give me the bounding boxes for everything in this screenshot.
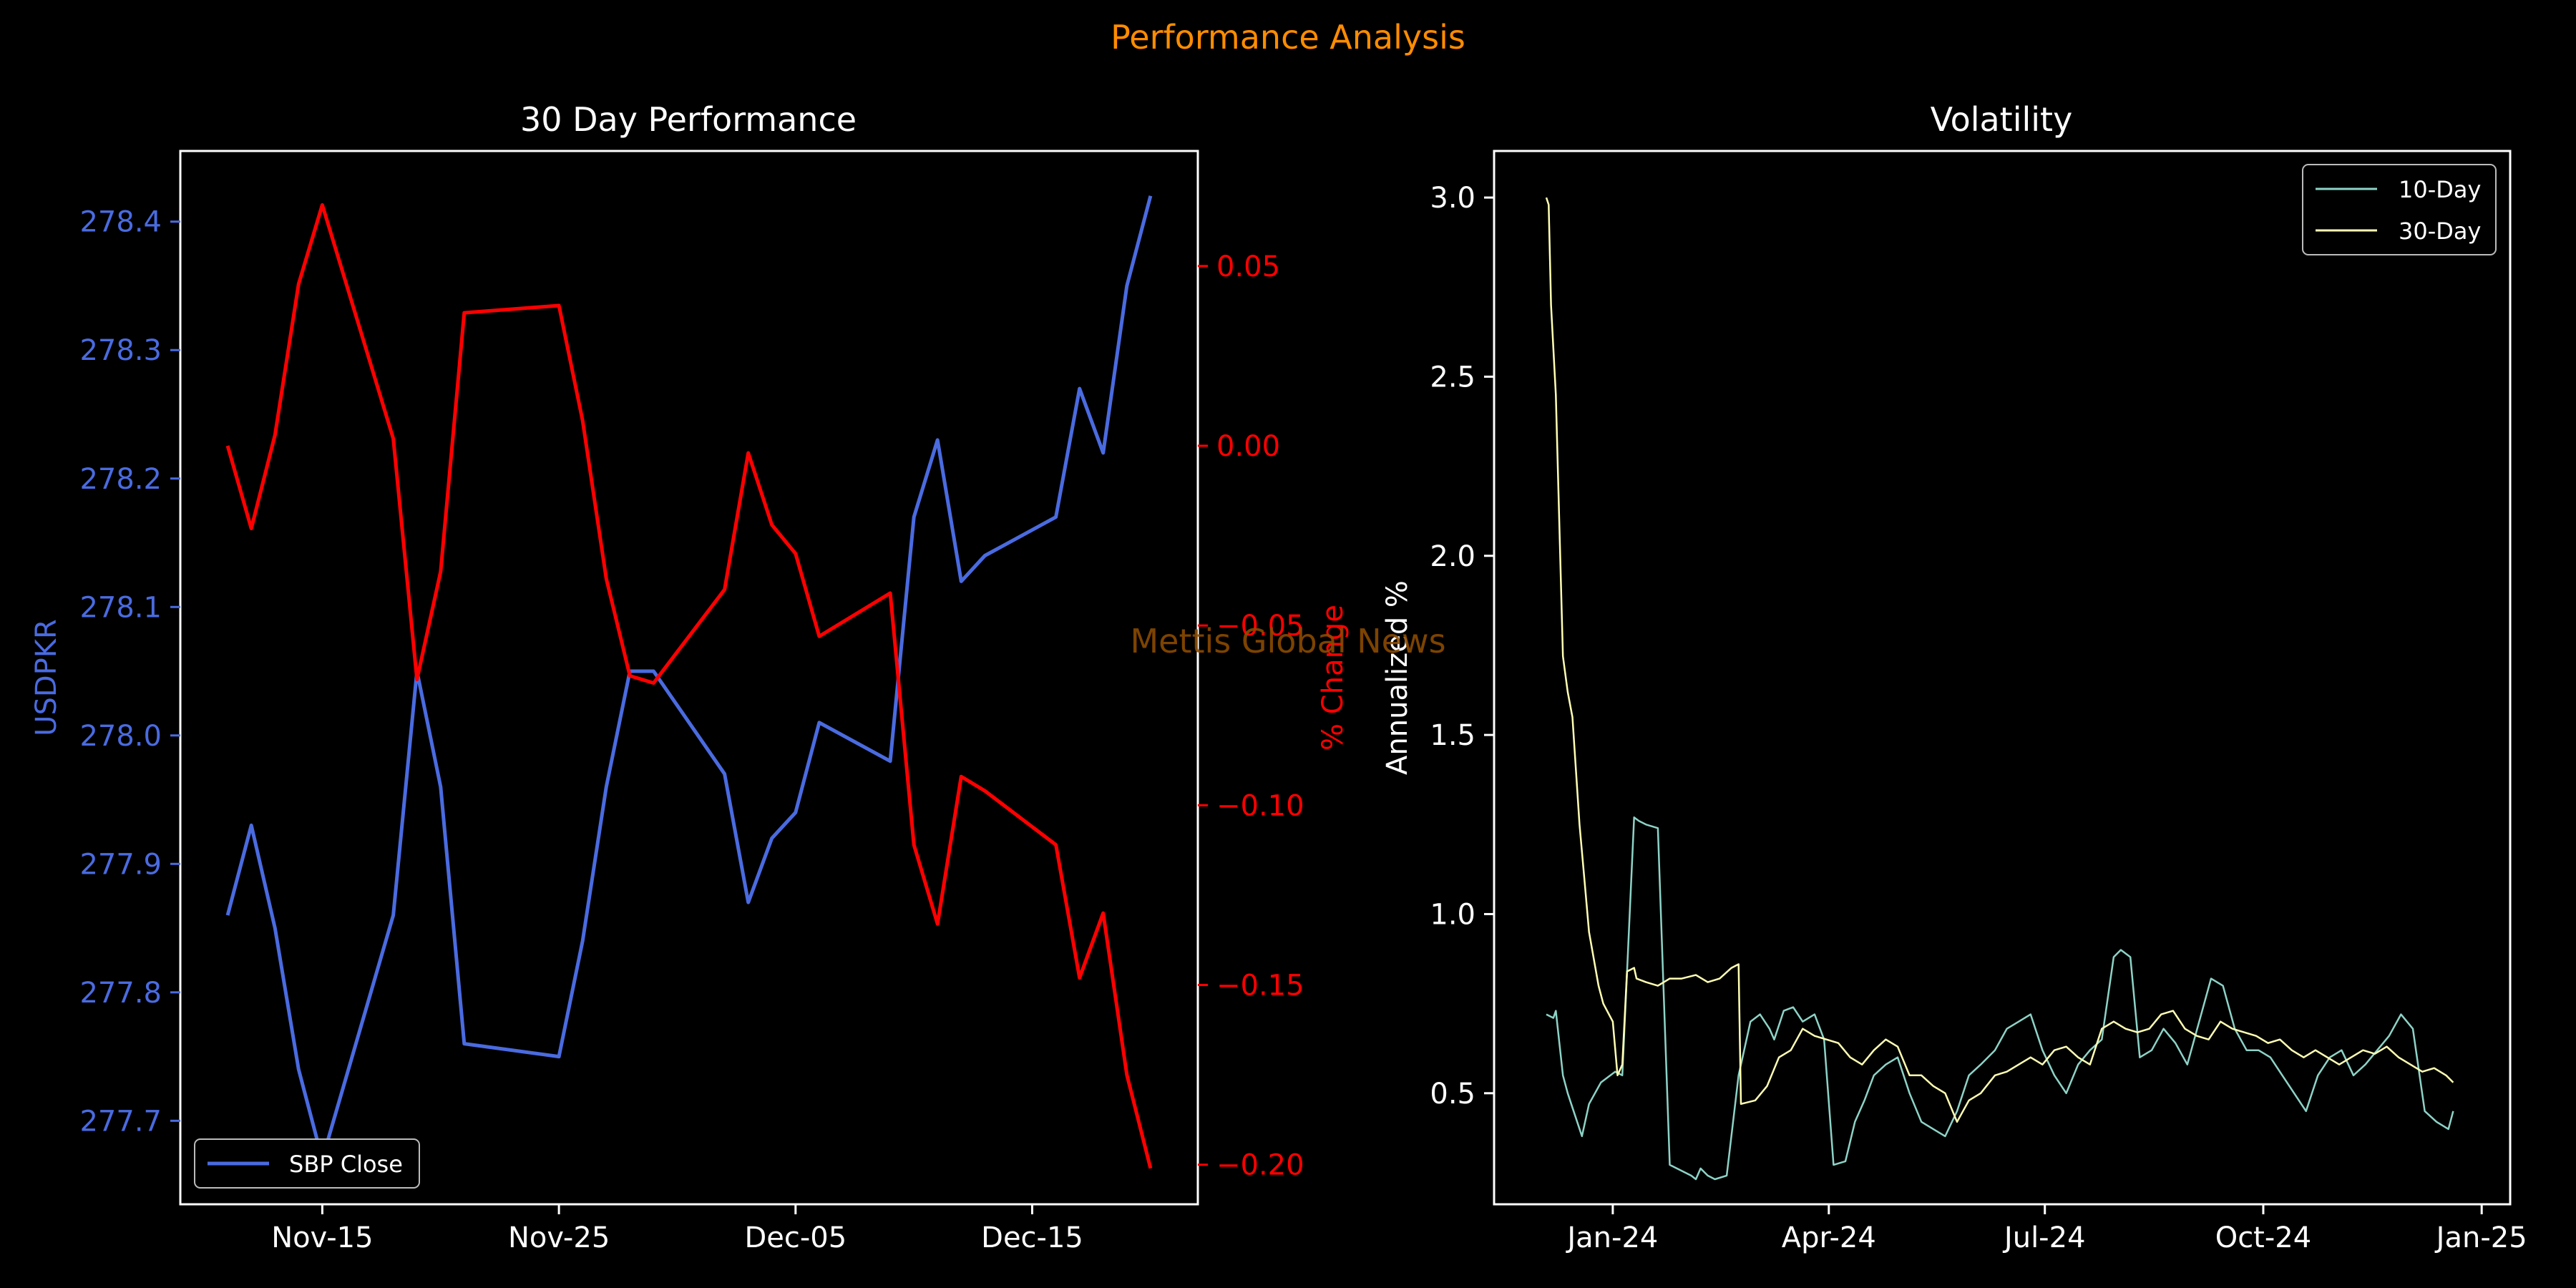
- x-tick-label: Jan-25: [2434, 1221, 2527, 1254]
- left-tick-label: 278.4: [79, 206, 162, 239]
- performance-legend-label: SBP Close: [289, 1151, 403, 1178]
- y-tick-label: 1.5: [1430, 719, 1475, 752]
- performance-left-axis-label: USDPKR: [30, 619, 63, 736]
- x-tick-label: Oct-24: [2215, 1221, 2312, 1254]
- volatility-y-axis-label: Annualized %: [1381, 580, 1414, 775]
- performance-chart: 30 Day Performance Nov-15 Nov-25 Dec-05 Dec…: [30, 100, 1350, 1254]
- y-tick-label: 2.0: [1430, 540, 1475, 573]
- left-tick-label: 278.1: [79, 591, 162, 624]
- figure-suptitle: Performance Analysis: [1111, 18, 1465, 57]
- performance-x-axis: Nov-15 Nov-25 Dec-05 Dec-15: [271, 1204, 1083, 1254]
- watermark: Mettis Global News: [1130, 622, 1445, 660]
- y-tick-label: 1.0: [1430, 898, 1475, 931]
- volatility-lines: [1545, 197, 2454, 1181]
- performance-left-axis: 277.7 277.8 277.9 278.0 278.1 278.2 278.3 278.4: [79, 206, 180, 1138]
- right-tick-label: −0.10: [1216, 789, 1304, 822]
- volatility-legend-label-30day: 30-Day: [2399, 218, 2481, 245]
- performance-legend: SBP Close: [194, 1138, 420, 1189]
- volatility-chart-title: Volatility: [1931, 100, 2073, 139]
- performance-chart-title: 30 Day Performance: [520, 100, 857, 139]
- left-tick-label: 278.2: [79, 463, 162, 496]
- left-tick-label: 278.0: [79, 720, 162, 753]
- x-tick-label: Jul-24: [2002, 1221, 2086, 1254]
- volatility-x-axis: Jan-24 Apr-24 Jul-24 Oct-24 Jan-25: [1565, 1204, 2527, 1254]
- volatility-legend: 10-Day 30-Day: [2302, 164, 2497, 255]
- left-tick-label: 277.7: [79, 1105, 162, 1138]
- left-tick-label: 278.3: [79, 334, 162, 367]
- performance-plot-frame: [179, 150, 1199, 1206]
- x-tick-label: Nov-25: [508, 1221, 610, 1254]
- volatility-10day-line: [1546, 816, 2454, 1181]
- y-tick-label: 0.5: [1430, 1078, 1475, 1111]
- x-tick-label: Dec-15: [981, 1221, 1083, 1254]
- volatility-chart: Volatility Jan-24 Apr-24 Jul-24 Oct-24 Jan-2…: [1381, 100, 2527, 1254]
- x-tick-label: Apr-24: [1782, 1221, 1876, 1254]
- y-tick-label: 3.0: [1430, 182, 1475, 215]
- volatility-y-axis: 0.5 1.0 1.5 2.0 2.5 3.0: [1430, 182, 1494, 1111]
- right-tick-label: 0.05: [1216, 250, 1280, 283]
- performance-right-axis-label: % Change: [1317, 605, 1350, 751]
- sbp-close-line: [225, 195, 1153, 1161]
- volatility-legend-frame: [2302, 164, 2497, 255]
- volatility-30day-line: [1545, 197, 2454, 1123]
- right-tick-label: −0.15: [1216, 970, 1304, 1002]
- performance-lines: [225, 195, 1153, 1169]
- performance-legend-frame: [194, 1138, 420, 1189]
- left-tick-label: 277.9: [79, 848, 162, 881]
- performance-right-axis: 0.05 0.00 −0.05 −0.10 −0.15 −0.20: [1198, 250, 1304, 1182]
- right-tick-label: −0.05: [1216, 610, 1304, 643]
- pct-change-line: [225, 203, 1153, 1169]
- left-tick-label: 277.8: [79, 977, 162, 1010]
- y-tick-label: 2.5: [1430, 361, 1475, 394]
- volatility-plot-frame: [1493, 150, 2512, 1206]
- x-tick-label: Nov-15: [271, 1221, 373, 1254]
- right-tick-label: −0.20: [1216, 1149, 1304, 1182]
- volatility-legend-label-10day: 10-Day: [2399, 176, 2481, 203]
- x-tick-label: Jan-24: [1565, 1221, 1658, 1254]
- right-tick-label: 0.00: [1216, 430, 1280, 463]
- x-tick-label: Dec-05: [744, 1221, 847, 1254]
